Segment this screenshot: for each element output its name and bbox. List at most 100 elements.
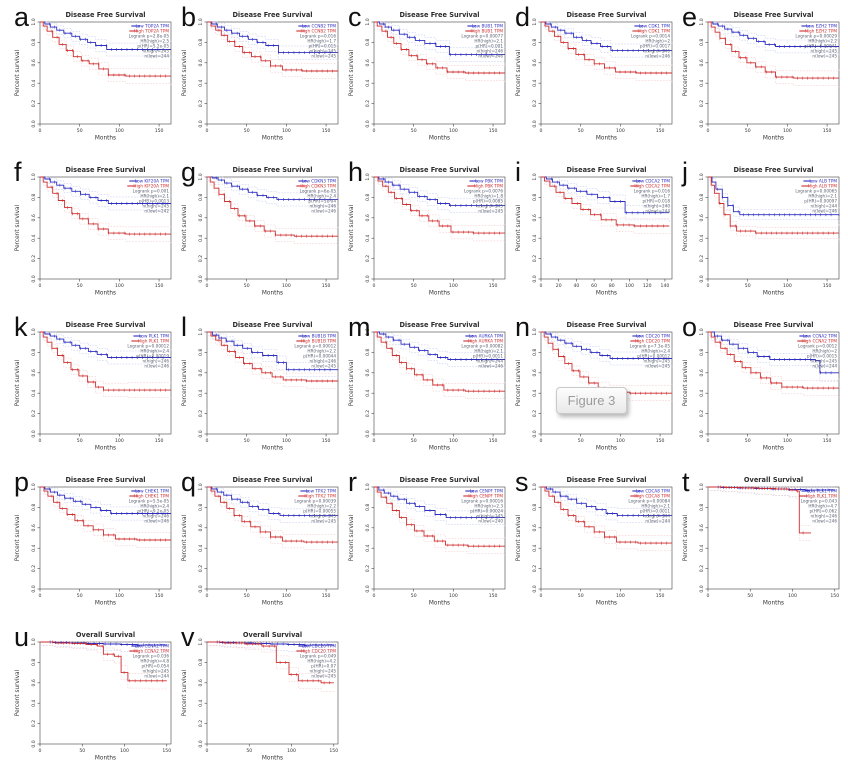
ci-curve-low — [541, 486, 673, 509]
ci-curve-low — [40, 180, 172, 213]
y-tick-label: 0.2 — [699, 565, 705, 572]
y-tick-label: 0.8 — [532, 504, 538, 511]
ci-curve-high — [374, 490, 506, 556]
y-tick-label: 0.2 — [31, 410, 37, 417]
y-tick-label: 0.2 — [532, 565, 538, 572]
ci-curve-low — [374, 486, 506, 512]
y-tick-label: 1.0 — [198, 173, 204, 180]
km-curve-high — [374, 486, 505, 547]
km-panel-k: k Disease Free Survival 0.0 0.2 0.4 0.6 0.8 1.0… — [10, 314, 177, 468]
y-tick-label: 0.8 — [365, 349, 371, 356]
legend-line: High CDC20 TPM — [301, 649, 337, 654]
x-tick-label: 150 — [489, 593, 498, 599]
x-tick-label: 0 — [540, 593, 543, 599]
legend-line: n(low)=245 — [311, 364, 336, 369]
legend-line: p(HR)=1e-04 — [308, 199, 336, 204]
y-tick-label: 1.0 — [699, 328, 705, 335]
legend-line: n(high)=245 — [142, 49, 169, 54]
legend-line: p(HR)=0.00097 — [804, 199, 837, 204]
y-tick-label: 1.0 — [365, 173, 371, 180]
km-chart-cdkn3: Disease Free Survival 0.0 0.2 0.4 0.6 0.8 1.0 0… — [182, 166, 339, 297]
km-curve-high — [207, 21, 338, 72]
panel-title: Disease Free Survival — [65, 166, 145, 174]
km-chart-bub1b: Disease Free Survival 0.0 0.2 0.4 0.6 0.8 1.0 0… — [182, 321, 339, 452]
km-curve-high — [40, 21, 171, 77]
km-panel-s: s Disease Free Survival 0.0 0.2 0.4 0.6 0.8 1.0… — [511, 469, 678, 623]
x-tick-label: 100 — [616, 593, 625, 599]
ci-curve-high — [207, 490, 339, 552]
y-tick-label: 1.0 — [31, 638, 37, 645]
legend-line: Logrank p=0.00012 — [127, 344, 169, 349]
y-axis-label: Percent survival — [15, 204, 21, 251]
y-tick-label: 0.8 — [699, 504, 705, 511]
legend-line: Low CDC20 TPM — [636, 334, 670, 339]
km-chart-ccnb2: Disease Free Survival 0.0 0.2 0.4 0.6 0.8 1.0 0… — [182, 11, 339, 142]
x-axis-label: Months — [262, 136, 283, 142]
plot-box — [39, 486, 172, 590]
x-axis-label: Months — [429, 446, 450, 452]
legend-line: p(HR)=0.0013 — [139, 199, 169, 204]
y-tick-label: 0.2 — [198, 720, 204, 727]
y-tick-label: 1.0 — [532, 483, 538, 490]
y-tick-label: 0.8 — [532, 349, 538, 356]
x-tick-label: 50 — [745, 438, 751, 444]
ci-curve-high — [207, 335, 339, 391]
km-curve-high — [374, 176, 505, 234]
legend-line: High TOP2A TPM — [134, 29, 169, 34]
x-tick-label: 100 — [115, 283, 124, 289]
x-tick-label: 50 — [77, 593, 83, 599]
y-tick-label: 0.0 — [198, 740, 204, 747]
legend-line: Logrank p=0.00065 — [795, 189, 837, 194]
legend-line: n(low)=245 — [812, 54, 837, 59]
y-tick-label: 0.4 — [31, 234, 37, 241]
x-tick-label: 150 — [155, 283, 164, 289]
km-curve-low — [374, 331, 505, 360]
km-curve-high — [40, 486, 171, 541]
y-axis-label: Percent survival — [683, 204, 689, 251]
x-tick-label: 0 — [206, 438, 209, 444]
y-tick-label: 0.8 — [198, 39, 204, 46]
y-tick-label: 1.0 — [365, 328, 371, 335]
y-tick-label: 0.6 — [198, 679, 204, 686]
km-panel-u: u Overall Survival 0.0 0.2 0.4 0.6 0.8 1.0 0 50 10… — [10, 622, 177, 778]
x-tick-label: 100 — [783, 283, 792, 289]
panel-letter-u: u — [14, 622, 30, 652]
panel-title: Disease Free Survival — [232, 476, 312, 484]
legend-line: HR(high)=2.2 — [307, 504, 336, 509]
km-curve-low — [207, 486, 338, 517]
ci-curve-low — [541, 490, 673, 525]
km-curve-low — [541, 331, 672, 359]
ci-curve-low — [207, 331, 339, 364]
legend-line: p(HR)=0.0011 — [473, 354, 503, 359]
legend-line: n(high)=246 — [309, 359, 336, 364]
legend-line: Logrank p=6e-05 — [300, 189, 337, 194]
panel-letter-m: m — [348, 312, 371, 342]
figure-watermark-badge: Figure 3 — [556, 387, 627, 414]
km-curve-low — [541, 486, 672, 517]
y-tick-label: 0.4 — [365, 79, 371, 86]
panel-letter-t: t — [682, 467, 690, 497]
panel-title: Disease Free Survival — [733, 11, 813, 19]
km-curve-low — [541, 21, 672, 52]
x-tick-label: 150 — [656, 128, 665, 134]
x-tick-label: 80 — [609, 283, 615, 289]
km-curve-low — [541, 176, 670, 214]
km-chart-top2a: Disease Free Survival 0.0 0.2 0.4 0.6 0.8 1.0 0… — [15, 11, 172, 142]
x-tick-label: 0 — [373, 438, 376, 444]
x-axis-label: Months — [262, 291, 283, 297]
legend-line: Logrank p=0.016 — [300, 34, 337, 39]
km-panel-t: t Overall Survival 0.0 0.2 0.4 0.6 0.8 1.0 0 50 10… — [678, 467, 845, 623]
y-tick-label: 1.0 — [198, 483, 204, 490]
legend-line: n(low)=244 — [645, 209, 670, 214]
y-tick-label: 0.6 — [198, 214, 204, 221]
km-chart-cdca2: Disease Free Survival 0.0 0.2 0.4 0.6 0.8 1.0 0… — [516, 166, 673, 297]
km-chart-kif20a: Disease Free Survival 0.0 0.2 0.4 0.6 0.8 1.0 0… — [15, 166, 172, 297]
y-tick-label: 0.8 — [532, 194, 538, 201]
ci-curve-low — [541, 21, 673, 45]
legend-line: Low CHEK1 TPM — [135, 489, 169, 494]
legend-line: n(high)=246 — [309, 204, 336, 209]
km-curve-high — [40, 176, 171, 235]
legend-line: High PLK1 TPM — [806, 494, 838, 499]
legend-line: High CHEK1 TPM — [134, 494, 169, 499]
legend-line: High BUB1 TPM — [471, 29, 504, 34]
